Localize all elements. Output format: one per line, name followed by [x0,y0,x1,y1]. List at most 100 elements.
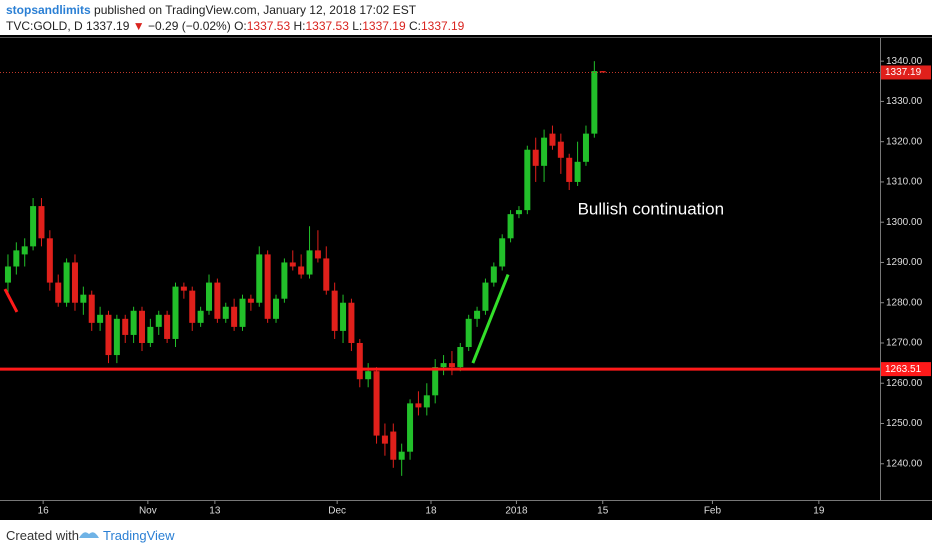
header: stopsandlimits published on TradingView.… [0,0,932,35]
candle-body [474,310,481,319]
candle-body [490,266,497,283]
candle-body [373,371,380,436]
candle-body [298,266,305,275]
candle-body [289,262,296,267]
candle-body [515,210,522,215]
l: 1337.19 [362,19,406,33]
candle-body [239,298,246,327]
candle-body [314,250,321,259]
y-tick-label: 1270.00 [886,338,923,349]
y-tick-label: 1330.00 [886,96,923,107]
candle-body [499,238,506,267]
candle-body [4,266,11,283]
candle-body [105,314,112,356]
published: published on TradingView.com, January 12… [94,3,417,17]
candle-body [206,282,213,311]
candle-body [574,161,581,182]
candle-body [197,310,204,323]
logo [79,532,99,538]
candle-body [247,298,254,303]
candle-body [407,403,414,452]
candle-body [97,314,104,323]
y-tick-label: 1300.00 [886,217,923,228]
candle-body [591,71,598,134]
candle-body [130,310,137,335]
candle-body [222,306,229,319]
chart: 1240.00 1250.00 1260.00 1270.00 1280.00 1290.… [0,35,932,520]
y-tick-label: 1280.00 [886,297,923,308]
candle-body [21,246,28,255]
candle-body [507,214,514,239]
candle-body [281,262,288,299]
brand[interactable]: TradingView [103,528,175,543]
candle-body [532,149,539,166]
last-price-box [881,65,931,80]
candle-body [46,238,53,283]
candle-body [264,254,271,319]
candle-body [155,314,162,327]
x-tick-label: 13 [209,506,221,517]
trendline [471,273,510,364]
candle-body [306,250,313,275]
candle-body [582,133,589,162]
candle-body [599,71,606,73]
candle-body [465,318,472,348]
y-tick-label: 1250.00 [886,418,923,429]
x-tick-label: 15 [597,506,609,517]
candle-body [356,342,363,380]
candle-body [172,286,179,339]
candle-body [365,371,372,380]
candle-body [63,262,70,303]
h: 1337.53 [305,19,349,33]
y-tick-label: 1310.00 [886,177,923,188]
candle-body [448,363,455,368]
change: −0.29 (−0.02%) [148,19,231,33]
h-label: H: [293,19,306,33]
candle-body [323,258,330,291]
candle-body [88,294,95,323]
c: 1337.19 [420,19,465,33]
y-tick-label: 1290.00 [886,257,923,268]
x-tick-label: 19 [813,506,825,517]
o-label: O: [234,19,247,33]
candle-body [524,149,531,211]
o: 1337.53 [246,19,291,33]
last: 1337.19 [86,19,130,33]
candle-body [432,367,439,396]
candle-body [147,326,154,343]
candle-body [549,133,556,146]
candle-body [415,403,422,408]
candle-body [423,395,430,408]
author[interactable]: stopsandlimits [6,3,91,17]
y-tick-label: 1260.00 [886,378,923,389]
created-with: Created with [6,528,79,543]
candle-body [55,282,62,303]
candle-body [80,294,87,303]
x-tick-label: 16 [38,506,50,517]
candle-body [180,286,187,291]
annotation: Bullish continuation [578,200,724,219]
candle-body [340,302,347,331]
candle-body [331,290,338,331]
candle-body [348,302,355,343]
candle-body [541,137,548,166]
candle-body [13,250,20,267]
candle-body [113,318,120,356]
l-label: L: [352,19,363,33]
level-label-box [881,362,931,377]
c-label: C: [408,19,421,33]
candle-body [214,282,221,319]
candle-body [189,290,196,323]
x-tick-label: Nov [139,506,157,517]
x-tick-label: Dec [328,506,346,517]
trendline [3,288,19,313]
y-tick-label: 1320.00 [886,136,923,147]
y-tick-label: 1340.00 [886,56,923,67]
x-tick-label: 18 [425,506,437,517]
candle-body [440,363,447,368]
candle-body [30,206,37,247]
y-tick-label: 1240.00 [886,458,923,469]
x-tick-label: Feb [704,506,722,517]
candle-body [164,314,171,339]
